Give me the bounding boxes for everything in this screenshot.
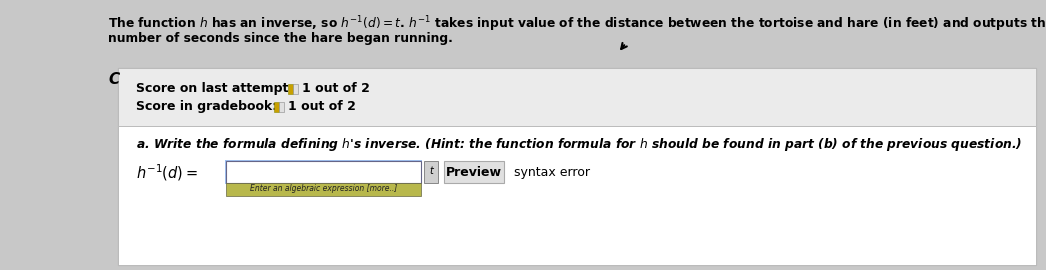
Bar bbox=[226, 161, 420, 183]
Bar bbox=[225, 160, 422, 184]
Text: 1 out of 2: 1 out of 2 bbox=[302, 82, 370, 95]
Text: Score in gradebook:: Score in gradebook: bbox=[136, 100, 281, 113]
Text: Preview: Preview bbox=[446, 166, 502, 178]
Bar bbox=[274, 102, 279, 112]
Bar bbox=[444, 161, 504, 183]
Bar bbox=[118, 68, 1036, 265]
Bar bbox=[293, 84, 298, 94]
Bar bbox=[279, 102, 285, 112]
Text: syntax error: syntax error bbox=[514, 166, 590, 179]
Text: The function $h$ has an inverse, so $h^{-1}(d) = t$. $h^{-1}$ takes input value : The function $h$ has an inverse, so $h^{… bbox=[108, 14, 1046, 33]
Text: Score on last attempt:: Score on last attempt: bbox=[136, 82, 298, 95]
Bar bbox=[118, 68, 1036, 126]
Text: number of seconds since the hare began running.: number of seconds since the hare began r… bbox=[108, 32, 453, 45]
Text: $h^{-1}(d) = $: $h^{-1}(d) = $ bbox=[136, 162, 198, 183]
Text: C: C bbox=[108, 72, 119, 87]
Bar bbox=[226, 183, 420, 196]
Text: Enter an algebraic expression [more..]: Enter an algebraic expression [more..] bbox=[250, 184, 397, 193]
Text: 1 out of 2: 1 out of 2 bbox=[288, 100, 356, 113]
Text: t: t bbox=[429, 166, 433, 176]
Text: a. Write the formula defining $h$'s inverse. (Hint: the function formula for $h$: a. Write the formula defining $h$'s inve… bbox=[136, 136, 1022, 153]
Bar bbox=[288, 84, 293, 94]
Bar bbox=[118, 126, 1036, 265]
Bar bbox=[424, 161, 438, 183]
